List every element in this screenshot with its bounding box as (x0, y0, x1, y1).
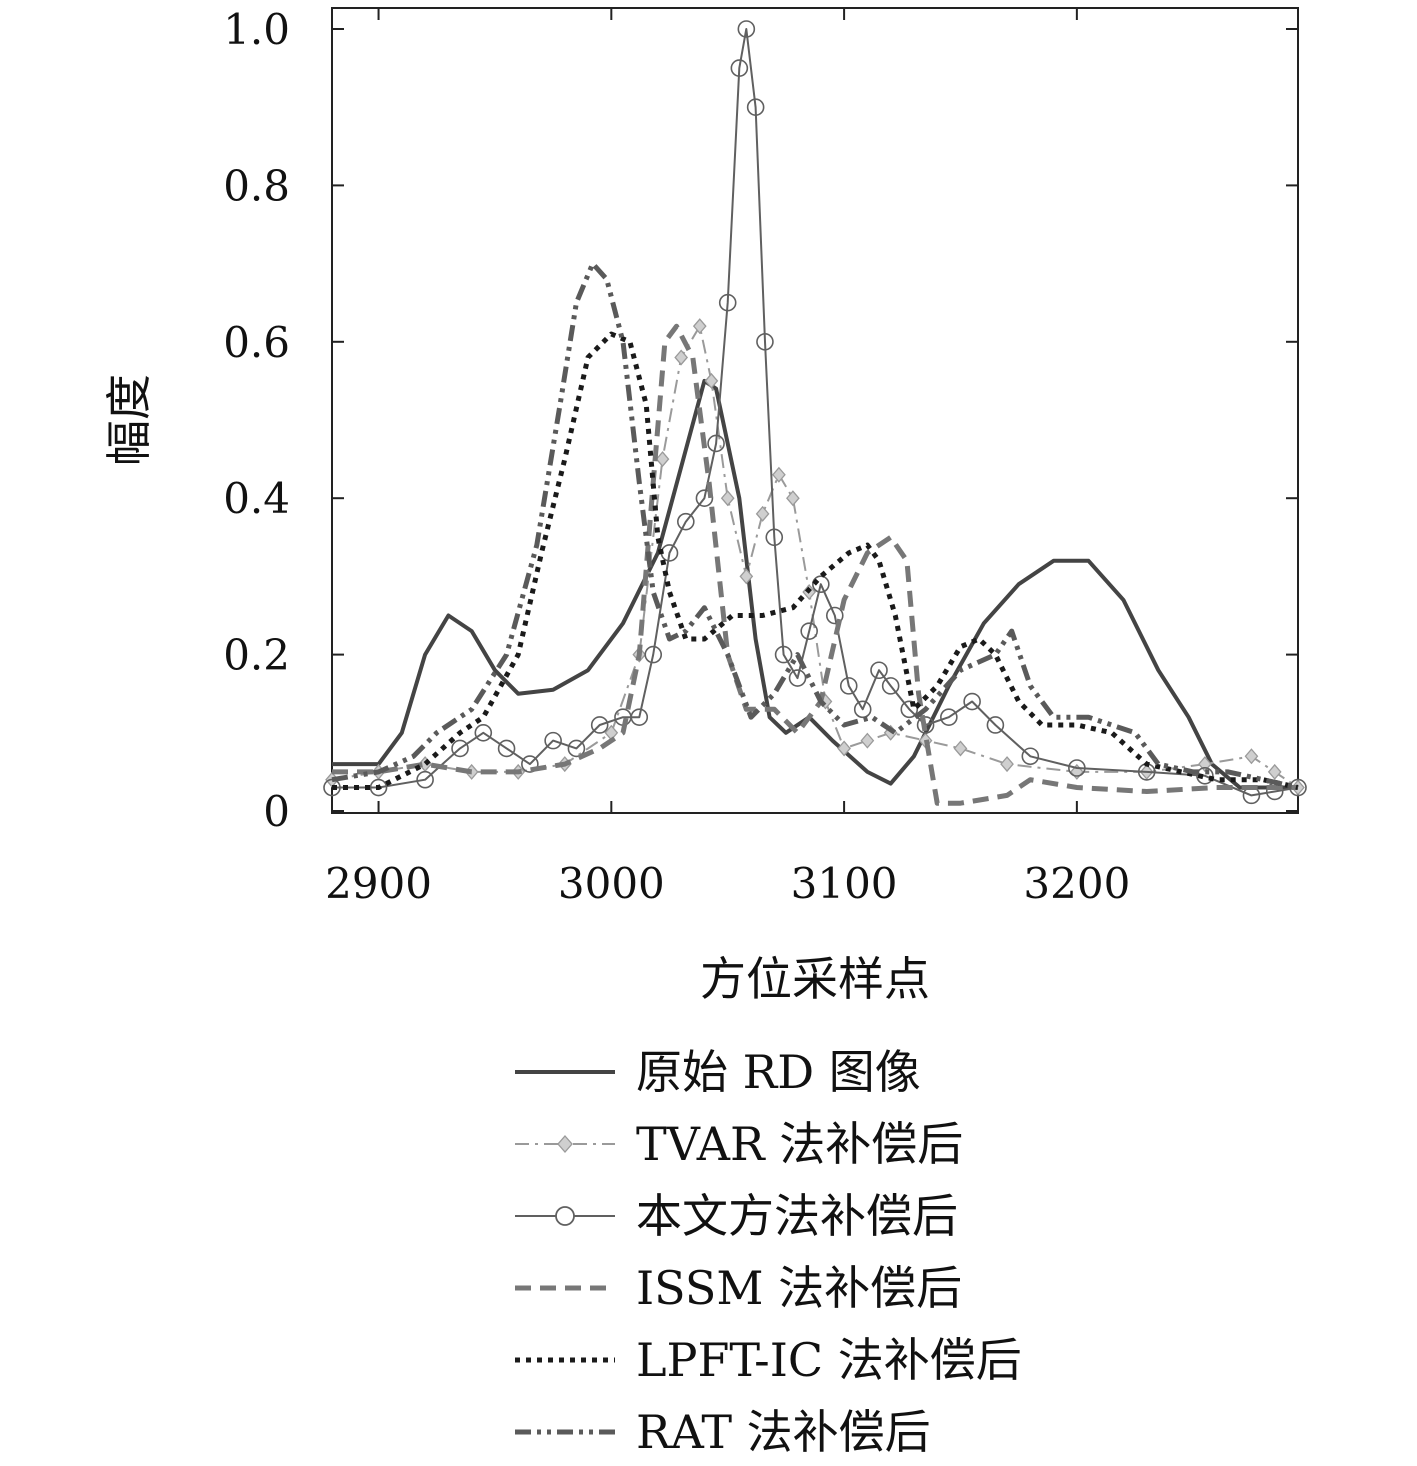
series-line (332, 323, 1298, 806)
data-point-diamond (692, 318, 707, 335)
data-point-circle (730, 59, 749, 77)
data-point-circle (474, 723, 493, 742)
y-tick-label: 1.0 (223, 5, 290, 54)
data-point-circle (881, 677, 900, 695)
x-axis-title: 方位采样点 (700, 952, 930, 1006)
data-point-circle (1068, 759, 1086, 777)
data-point-circle (774, 645, 793, 664)
data-point-diamond (755, 505, 770, 522)
data-point-circle (677, 512, 695, 531)
data-point-diamond (1267, 763, 1282, 780)
data-point-circle (765, 528, 784, 547)
x-tick-label: 3100 (791, 859, 898, 908)
data-point-diamond (674, 349, 689, 366)
series-4 (332, 331, 1299, 790)
data-point-circle (630, 708, 649, 726)
data-point-circle (718, 293, 737, 312)
y-tick-label: 0.8 (223, 161, 290, 210)
y-tick-label: 0 (263, 787, 290, 836)
data-point-circle (839, 677, 858, 695)
data-point-diamond (772, 466, 786, 483)
series-line (332, 331, 1299, 790)
legend-label: 本文方法补偿后 (636, 1189, 958, 1243)
legend-label: 原始 RD 图像 (636, 1045, 921, 1099)
data-point-circle (963, 692, 981, 711)
legend-item: 本文方法补偿后 (515, 1189, 958, 1243)
series-line (331, 325, 1299, 789)
y-axis-title: 幅度 (102, 374, 156, 466)
plot-frame (331, 7, 1299, 814)
legend-label: ISSM 法补偿后 (636, 1261, 962, 1315)
legend-item: 原始 RD 图像 (515, 1045, 921, 1099)
data-point-circle (369, 778, 388, 797)
series-line (332, 28, 1299, 797)
series-0 (332, 378, 1298, 790)
data-point-diamond (655, 451, 670, 468)
data-point-circle (567, 739, 586, 758)
legend-item: RAT 法补偿后 (515, 1405, 931, 1459)
data-point-diamond (1000, 756, 1014, 773)
data-point-circle (940, 708, 958, 726)
data-point-circle (1196, 767, 1214, 785)
y-tick-label: 0.6 (223, 318, 290, 367)
series-line (332, 378, 1298, 790)
data-point-circle (521, 755, 539, 773)
data-point-diamond (860, 732, 875, 749)
series-5 (331, 261, 1299, 790)
data-point-circle (1021, 747, 1040, 766)
data-point-diamond (704, 372, 719, 389)
series-layer (323, 20, 1307, 806)
data-point-circle (416, 770, 434, 789)
data-point-circle (756, 332, 774, 351)
data-point-circle (737, 20, 756, 38)
data-point-circle (870, 661, 888, 680)
data-point-circle (986, 716, 1005, 734)
data-point-diamond (837, 740, 851, 757)
x-tick-label: 3200 (1023, 859, 1130, 908)
x-tick-label: 2900 (325, 859, 432, 908)
data-point-diamond (720, 490, 735, 507)
data-point-circle (916, 716, 935, 734)
x-tick-label: 3000 (558, 859, 665, 908)
legend-label: RAT 法补偿后 (636, 1405, 931, 1459)
axis-ticks: 2900 3000 3100 3200 0 0.2 0.4 0.6 0.8 1.0 (223, 5, 1298, 908)
legend-marker-circle (555, 1206, 575, 1226)
series-3 (332, 323, 1298, 806)
series-line (331, 261, 1299, 790)
legend-marker-diamond (557, 1135, 573, 1153)
data-point-circle (644, 645, 663, 664)
legend-label: LPFT-IC 法补偿后 (636, 1333, 1022, 1387)
data-point-diamond (953, 740, 968, 757)
data-point-diamond (739, 568, 754, 585)
data-point-circle (451, 739, 469, 758)
data-point-circle (800, 622, 818, 640)
data-point-circle (544, 731, 562, 750)
data-point-circle (497, 739, 516, 758)
data-point-circle (590, 716, 609, 734)
legend-item: ISSM 法补偿后 (515, 1261, 962, 1315)
legend-item: TVAR 法补偿后 (515, 1117, 963, 1171)
y-tick-label: 0.4 (223, 474, 290, 523)
y-tick-label: 0.2 (223, 631, 290, 680)
data-point-diamond (786, 490, 800, 507)
data-point-circle (695, 489, 714, 508)
data-point-circle (707, 434, 725, 453)
data-point-circle (900, 700, 919, 719)
legend-item: LPFT-IC 法补偿后 (515, 1333, 1022, 1387)
data-point-circle (853, 700, 872, 719)
data-point-circle (825, 606, 844, 625)
data-point-circle (746, 98, 765, 116)
data-point-diamond (1244, 748, 1259, 765)
data-point-circle (788, 669, 807, 687)
legend-label: TVAR 法补偿后 (636, 1117, 963, 1171)
data-point-circle (812, 575, 830, 594)
series-2 (323, 20, 1307, 805)
